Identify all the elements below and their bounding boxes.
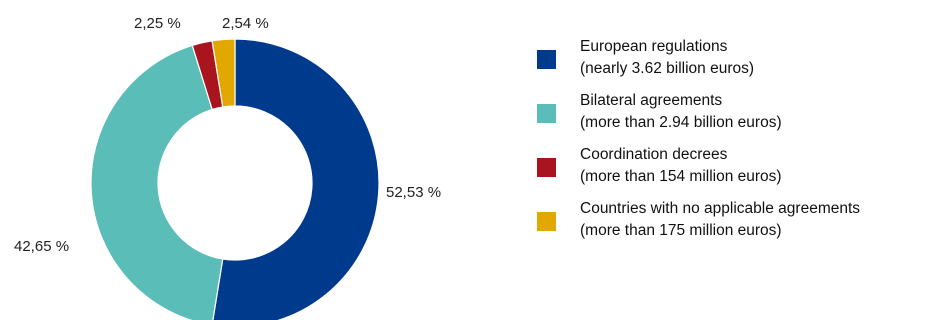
donut-slice-4: [211, 38, 236, 108]
legend: European regulations (nearly 3.62 billio…: [537, 36, 947, 252]
legend-amount: (more than 2.94 billion euros): [580, 114, 782, 131]
legend-label: Coordination decrees: [580, 146, 728, 163]
slice-labels: 52,53 % 42,65 % 2,25 % 2,54 %: [14, 15, 441, 255]
donut-slices: [90, 38, 380, 320]
legend-item-no-agreements: Countries with no applicable agreements …: [537, 198, 947, 242]
legend-text-coordination-decrees: Coordination decrees (more than 154 mill…: [580, 144, 782, 188]
legend-text-european-regulations: European regulations (nearly 3.62 billio…: [580, 36, 754, 80]
donut-slice-1: [212, 38, 380, 320]
legend-swatch-no-agreements: [537, 212, 556, 231]
legend-amount: (nearly 3.62 billion euros): [580, 60, 755, 77]
donut-slice-2: [90, 44, 224, 320]
legend-item-bilateral-agreements: Bilateral agreements (more than 2.94 bil…: [537, 90, 947, 134]
legend-swatch-bilateral-agreements: [537, 104, 556, 123]
legend-label: Bilateral agreements: [580, 92, 723, 109]
legend-item-european-regulations: European regulations (nearly 3.62 billio…: [537, 36, 947, 80]
legend-item-coordination-decrees: Coordination decrees (more than 154 mill…: [537, 144, 947, 188]
legend-label: Countries with no applicable agreements: [580, 200, 861, 217]
legend-amount: (more than 154 million euros): [580, 168, 782, 185]
slice-label-3: 2,25 %: [134, 15, 181, 32]
legend-swatch-coordination-decrees: [537, 158, 556, 177]
legend-text-no-agreements: Countries with no applicable agreements …: [580, 198, 860, 242]
legend-amount: (more than 175 million euros): [580, 222, 782, 239]
slice-label-2: 42,65 %: [14, 238, 69, 255]
legend-label: European regulations: [580, 38, 728, 55]
slice-label-4: 2,54 %: [222, 15, 269, 32]
slice-label-1: 52,53 %: [386, 184, 441, 201]
legend-swatch-european-regulations: [537, 50, 556, 69]
legend-text-bilateral-agreements: Bilateral agreements (more than 2.94 bil…: [580, 90, 782, 134]
